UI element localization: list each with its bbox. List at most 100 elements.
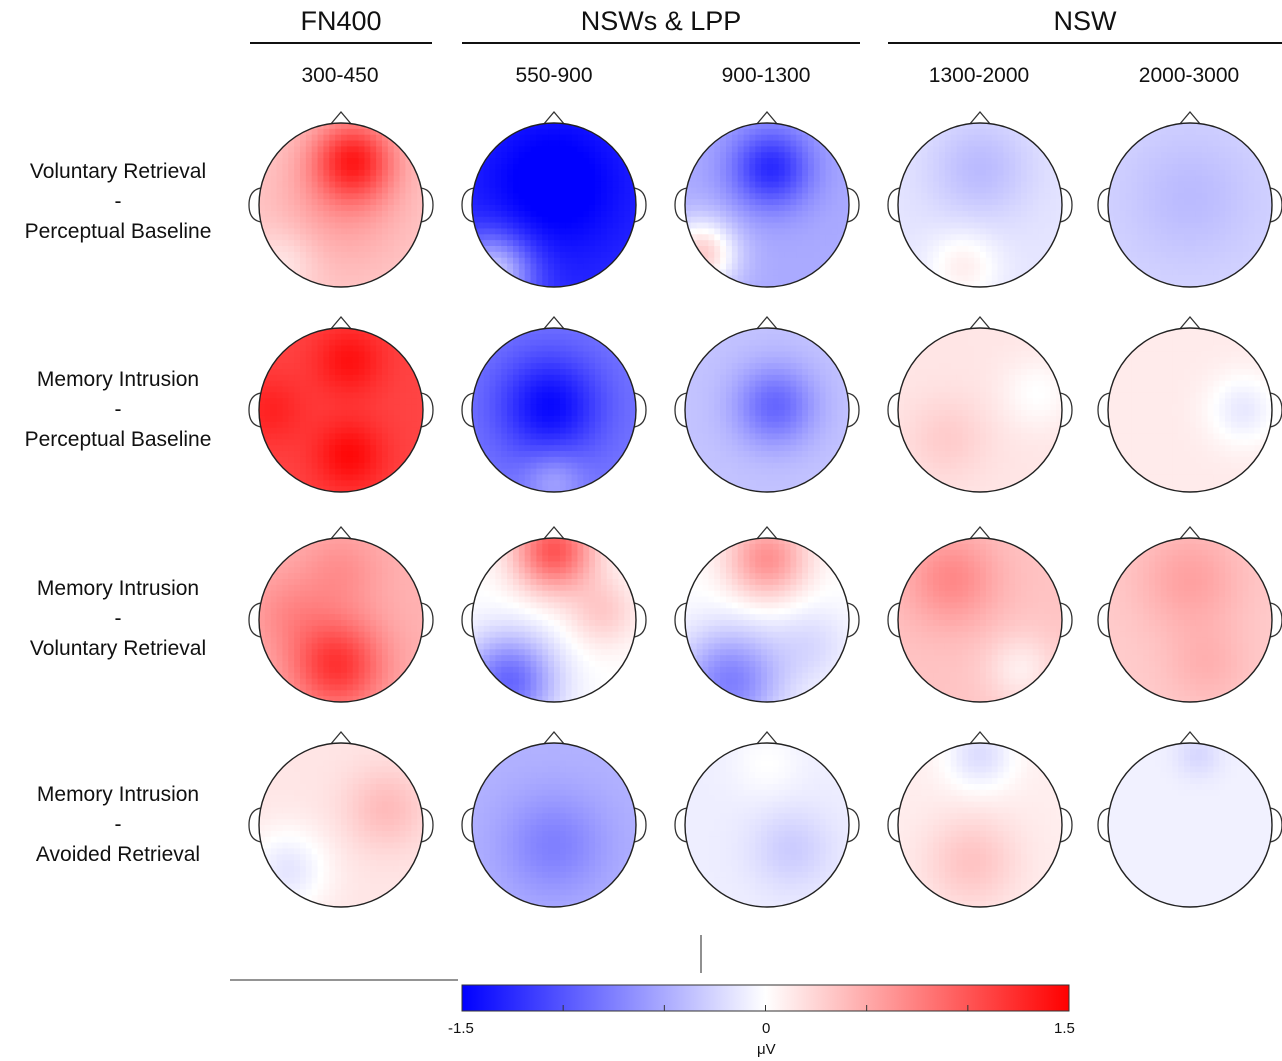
nose — [329, 315, 353, 331]
scalp-map-r2-c4 — [887, 315, 1073, 493]
colorbar-min-label: -1.5 — [448, 1020, 474, 1037]
row-label-3: Memory Intrusion - Voluntary Retrieval — [0, 574, 236, 664]
left-ear — [887, 392, 901, 428]
row-label-1-bottom: Perceptual Baseline — [24, 220, 212, 243]
right-ear — [1269, 602, 1282, 638]
right-ear — [1269, 807, 1282, 843]
colorbar-mid-label: 0 — [762, 1020, 771, 1037]
scalp-map-r3-c2 — [461, 525, 647, 703]
nose — [968, 730, 992, 746]
right-ear — [1059, 187, 1073, 223]
right-ear — [420, 187, 434, 223]
window-label-5: 2000-3000 — [1138, 64, 1240, 87]
scalp-map-r3-c4 — [887, 525, 1073, 703]
row-label-2-top: Memory Intrusion — [36, 368, 200, 391]
window-label-3: 900-1300 — [721, 64, 811, 87]
nose — [968, 110, 992, 126]
nose — [542, 110, 566, 126]
left-ear — [1097, 807, 1111, 843]
nose — [329, 110, 353, 126]
right-ear — [420, 807, 434, 843]
right-ear — [1269, 187, 1282, 223]
scalp-map-r3-c1 — [248, 525, 434, 703]
nose — [542, 315, 566, 331]
scalp-map-r1-c2 — [461, 110, 647, 288]
row-label-1: Voluntary Retrieval - Perceptual Baselin… — [0, 157, 236, 247]
colorbar-unit: μV — [757, 1041, 776, 1058]
left-ear — [461, 187, 475, 223]
colorbar-max-label: 1.5 — [1054, 1020, 1075, 1037]
scalp-map-r3-c3 — [674, 525, 860, 703]
right-ear — [633, 187, 647, 223]
nose — [1178, 315, 1202, 331]
row-label-3-dash: - — [114, 607, 122, 630]
nose — [1178, 110, 1202, 126]
left-ear — [674, 807, 688, 843]
scalp-map-r3-c5 — [1097, 525, 1282, 703]
nose — [542, 525, 566, 541]
left-ear — [674, 187, 688, 223]
left-ear — [248, 602, 262, 638]
right-ear — [1059, 602, 1073, 638]
left-ear — [461, 602, 475, 638]
scalp-map-r4-c3 — [674, 730, 860, 908]
left-ear — [1097, 187, 1111, 223]
window-label-2: 550-900 — [515, 64, 593, 87]
window-label-1: 300-450 — [301, 64, 379, 87]
row-label-1-dash: - — [114, 190, 122, 213]
scalp-map-r1-c3 — [674, 110, 860, 288]
left-ear — [887, 602, 901, 638]
right-ear — [420, 392, 434, 428]
right-ear — [633, 807, 647, 843]
right-ear — [846, 602, 860, 638]
row-label-2-bottom: Perceptual Baseline — [24, 428, 212, 451]
left-ear — [248, 392, 262, 428]
group-rule-nsw — [888, 42, 1282, 44]
nose — [755, 525, 779, 541]
scalp-map-r4-c4 — [887, 730, 1073, 908]
scalp-map-r4-c5 — [1097, 730, 1282, 908]
right-ear — [1269, 392, 1282, 428]
row-label-4-bottom: Avoided Retrieval — [35, 843, 201, 866]
row-label-4: Memory Intrusion - Avoided Retrieval — [0, 780, 236, 870]
nose — [968, 525, 992, 541]
nose — [1178, 730, 1202, 746]
nose — [1178, 525, 1202, 541]
row-label-2: Memory Intrusion - Perceptual Baseline — [0, 365, 236, 455]
left-ear — [674, 392, 688, 428]
right-ear — [1059, 807, 1073, 843]
nose — [755, 730, 779, 746]
row-label-2-dash: - — [114, 398, 122, 421]
left-ear — [887, 187, 901, 223]
right-ear — [846, 392, 860, 428]
right-ear — [1059, 392, 1073, 428]
right-ear — [846, 807, 860, 843]
right-ear — [633, 602, 647, 638]
left-ear — [887, 807, 901, 843]
row-label-1-top: Voluntary Retrieval — [29, 160, 207, 183]
row-label-3-top: Memory Intrusion — [36, 577, 200, 600]
group-title-nsws-lpp: NSWs & LPP — [580, 6, 742, 36]
scalp-map-r2-c3 — [674, 315, 860, 493]
group-title-nsw: NSW — [1053, 6, 1117, 36]
right-ear — [633, 392, 647, 428]
scalp-map-r2-c2 — [461, 315, 647, 493]
scalp-map-r2-c1 — [248, 315, 434, 493]
group-rule-fn400 — [250, 42, 432, 44]
nose — [329, 730, 353, 746]
window-label-4: 1300-2000 — [928, 64, 1030, 87]
row-label-4-dash: - — [114, 813, 122, 836]
left-ear — [674, 602, 688, 638]
nose — [329, 525, 353, 541]
left-ear — [461, 807, 475, 843]
row-label-4-top: Memory Intrusion — [36, 783, 200, 806]
right-ear — [846, 187, 860, 223]
group-rule-nsws-lpp — [462, 42, 860, 44]
scalp-map-r1-c5 — [1097, 110, 1282, 288]
left-ear — [248, 187, 262, 223]
scalp-map-r4-c2 — [461, 730, 647, 908]
nose — [755, 110, 779, 126]
scalp-map-r1-c4 — [887, 110, 1073, 288]
scalp-map-r4-c1 — [248, 730, 434, 908]
